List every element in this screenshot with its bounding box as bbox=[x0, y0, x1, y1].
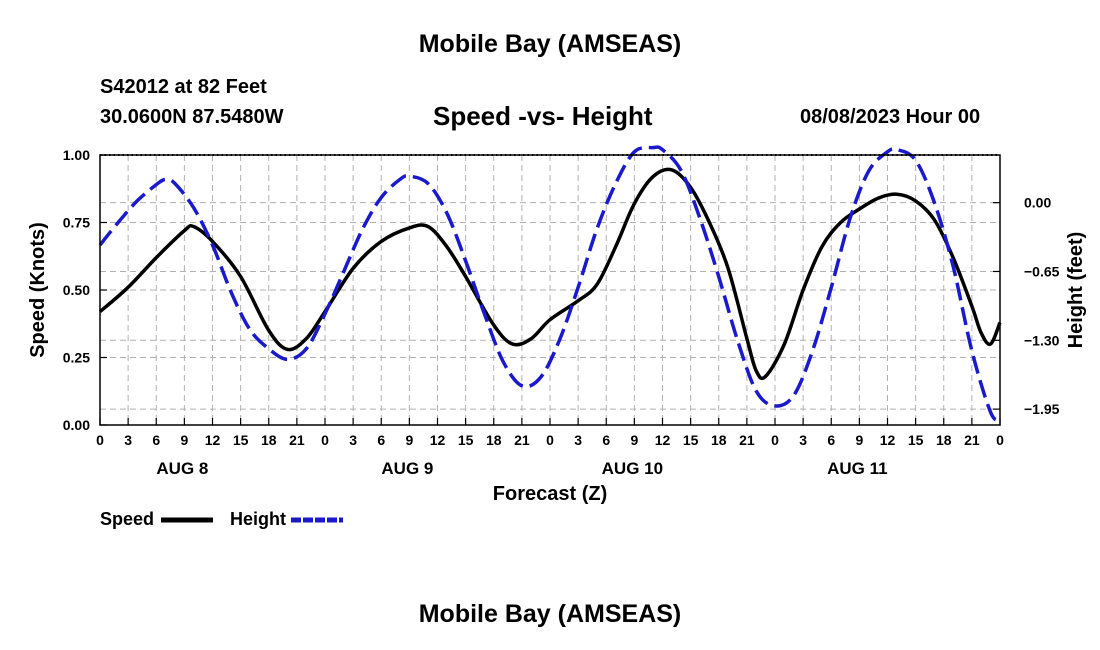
y2-axis-label: Height (feet) bbox=[1065, 232, 1087, 349]
x-tick-label: 6 bbox=[377, 432, 385, 448]
x-tick-label: 9 bbox=[405, 432, 413, 448]
y-tick-label: 0.75 bbox=[63, 215, 90, 231]
x-day-label: AUG 11 bbox=[827, 459, 887, 478]
x-tick-label: 12 bbox=[430, 432, 446, 448]
y2-tick-label: −1.95 bbox=[1024, 401, 1060, 417]
x-day-label: AUG 10 bbox=[602, 459, 663, 478]
x-tick-label: 9 bbox=[855, 432, 863, 448]
x-day-label: AUG 8 bbox=[156, 459, 208, 478]
x-tick-label: 21 bbox=[964, 432, 980, 448]
x-tick-label: 21 bbox=[289, 432, 305, 448]
x-tick-label: 18 bbox=[936, 432, 952, 448]
x-tick-label: 12 bbox=[880, 432, 896, 448]
y2-tick-label: 0.00 bbox=[1024, 195, 1051, 211]
legend: Speed Height bbox=[100, 509, 343, 529]
series-line-speed bbox=[98, 167, 1002, 381]
y-tick-label: 0.00 bbox=[63, 417, 90, 433]
x-tick-label: 18 bbox=[261, 432, 277, 448]
x-tick-label: 0 bbox=[96, 432, 104, 448]
legend-speed-label: Speed bbox=[100, 509, 154, 529]
x-tick-label: 0 bbox=[996, 432, 1004, 448]
x-tick-label: 12 bbox=[205, 432, 221, 448]
x-tick-label: 12 bbox=[655, 432, 671, 448]
x-tick-label: 6 bbox=[602, 432, 610, 448]
x-tick-label: 21 bbox=[739, 432, 755, 448]
x-axis-label: Forecast (Z) bbox=[493, 483, 607, 505]
x-tick-label: 3 bbox=[574, 432, 582, 448]
x-tick-label: 15 bbox=[908, 432, 924, 448]
x-tick-label: 3 bbox=[349, 432, 357, 448]
series-line-height bbox=[98, 145, 1002, 422]
x-tick-label: 9 bbox=[180, 432, 188, 448]
x-tick-label: 0 bbox=[771, 432, 779, 448]
main-title: Mobile Bay (AMSEAS) bbox=[418, 30, 682, 58]
grid-lines bbox=[100, 155, 1000, 425]
x-tick-label: 0 bbox=[321, 432, 329, 448]
y-tick-label: 0.25 bbox=[63, 350, 90, 366]
station-coordinates: 30.0600N 87.5480W bbox=[100, 106, 284, 128]
x-day-label: AUG 9 bbox=[381, 459, 433, 478]
forecast-run-time: 08/08/2023 Hour 00 bbox=[800, 106, 981, 128]
x-tick-label: 15 bbox=[233, 432, 249, 448]
x-tick-label: 6 bbox=[152, 432, 160, 448]
x-tick-label: 9 bbox=[630, 432, 638, 448]
x-tick-label: 15 bbox=[458, 432, 474, 448]
legend-height-label: Height bbox=[230, 509, 286, 529]
x-tick-label: 6 bbox=[827, 432, 835, 448]
y-axis-label: Speed (Knots) bbox=[27, 222, 49, 358]
x-tick-label: 0 bbox=[546, 432, 554, 448]
x-tick-label: 21 bbox=[514, 432, 530, 448]
y2-tick-label: −1.30 bbox=[1024, 332, 1060, 348]
x-tick-label: 15 bbox=[683, 432, 699, 448]
chart-title: Speed -vs- Height bbox=[433, 101, 653, 131]
series-lines bbox=[98, 145, 1002, 422]
x-tick-label: 18 bbox=[486, 432, 502, 448]
axes: 0 3 6 9 12 15 18 21 0 3 6 9 12 15 18 21 0 3 6 9 12 15 18 21 0 3 6 9… bbox=[63, 147, 1060, 478]
x-tick-label: 18 bbox=[711, 432, 727, 448]
y-tick-label: 1.00 bbox=[63, 147, 90, 163]
y-tick-label: 0.50 bbox=[63, 282, 90, 298]
station-label: S42012 at 82 Feet bbox=[100, 76, 267, 98]
bottom-title: Mobile Bay (AMSEAS) bbox=[418, 600, 682, 628]
x-tick-label: 3 bbox=[124, 432, 132, 448]
x-tick-label: 3 bbox=[799, 432, 807, 448]
y2-tick-label: −0.65 bbox=[1024, 263, 1060, 279]
